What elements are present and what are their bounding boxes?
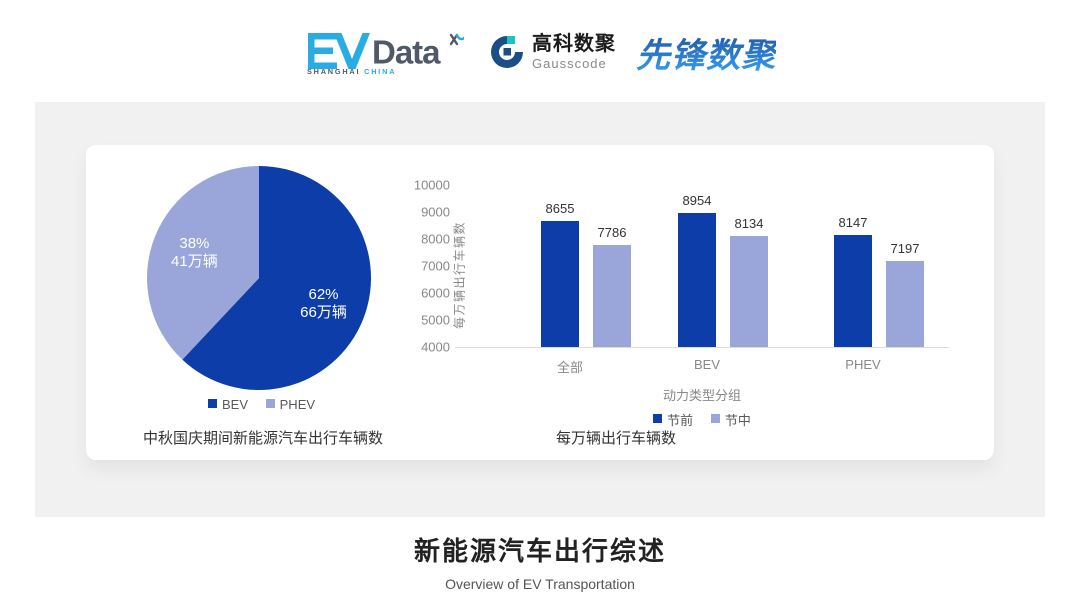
svg-text:38%: 38% (179, 235, 209, 252)
svg-text:41万辆: 41万辆 (171, 253, 218, 270)
svg-text:Data: Data (372, 34, 441, 71)
svg-text:SHANGHAI CHINA: SHANGHAI CHINA (307, 67, 396, 75)
svg-text:66万辆: 66万辆 (300, 304, 347, 321)
svg-text:62%: 62% (308, 286, 338, 303)
